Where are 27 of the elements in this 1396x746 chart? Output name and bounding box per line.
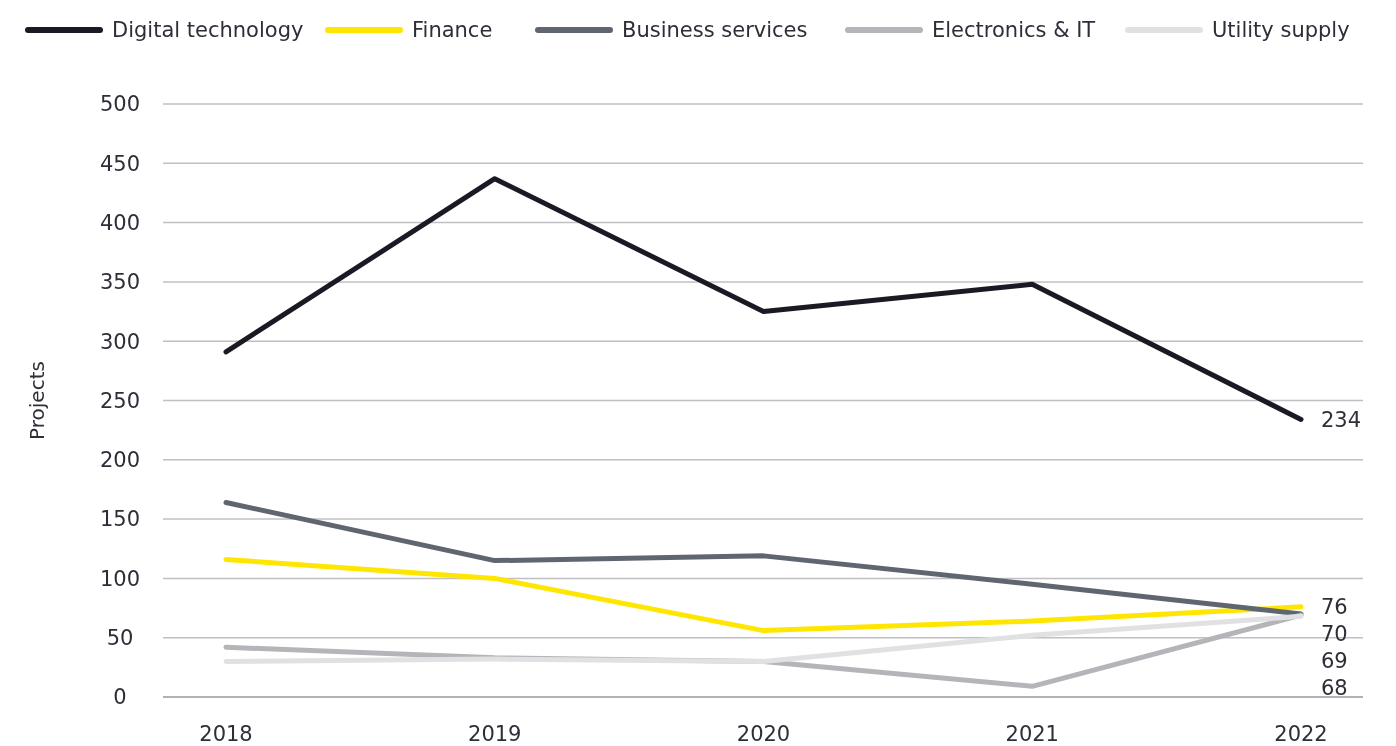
- data-label: 76: [1321, 595, 1348, 620]
- data-label: 234: [1321, 407, 1362, 432]
- data-label: 70: [1321, 622, 1348, 647]
- legend-label: Electronics & IT: [932, 18, 1096, 43]
- y-tick-label: 350: [99, 270, 141, 295]
- x-tick-label: 2020: [736, 722, 791, 746]
- y-axis-title: Projects: [25, 361, 49, 440]
- legend-label: Digital technology: [112, 18, 304, 43]
- y-tick-label: 400: [99, 210, 141, 235]
- y-tick-label: 0: [113, 685, 127, 710]
- x-tick-label: 2018: [199, 722, 253, 746]
- legend-label: Business services: [622, 18, 808, 43]
- data-label: 68: [1321, 676, 1348, 701]
- y-tick-label: 100: [99, 566, 141, 591]
- y-tick-label: 450: [99, 151, 141, 176]
- legend-label: Utility supply: [1212, 18, 1350, 43]
- y-tick-label: 300: [99, 329, 141, 354]
- y-tick-label: 200: [99, 448, 141, 473]
- x-tick-label: 2021: [1005, 722, 1059, 746]
- y-tick-label: 250: [99, 388, 141, 413]
- y-tick-label: 50: [106, 626, 134, 651]
- y-tick-label: 150: [99, 507, 141, 532]
- data-label: 69: [1321, 649, 1348, 674]
- y-tick-label: 500: [99, 92, 141, 117]
- x-tick-label: 2022: [1274, 722, 1328, 746]
- legend-label: Finance: [412, 18, 493, 43]
- x-tick-label: 2019: [468, 722, 522, 746]
